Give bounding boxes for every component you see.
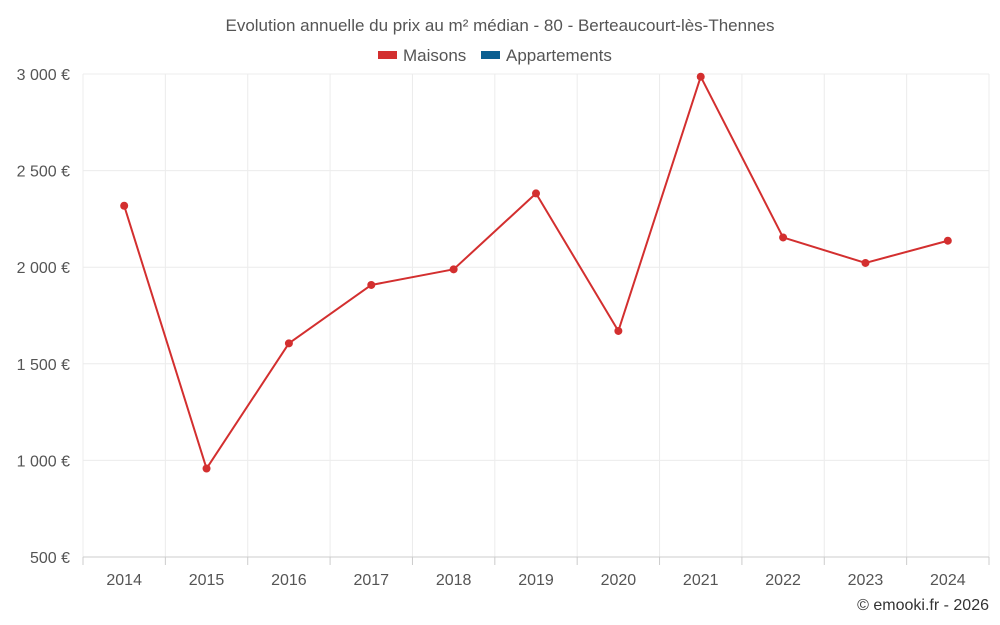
x-axis-ticks: 2014 2015 2016 2017 2018 2019 2020 2021 2022 2023… [106, 572, 965, 589]
chart-title: Evolution annuelle du prix au m² médian … [225, 16, 774, 35]
y-tick-label: 2 000 € [17, 260, 70, 277]
y-tick-label: 2 500 € [17, 164, 70, 181]
legend-label-appartements: Appartements [506, 46, 612, 65]
x-tick-label: 2019 [518, 572, 554, 589]
x-tick-label: 2024 [930, 572, 966, 589]
x-tick-label: 2016 [271, 572, 307, 589]
y-tick-label: 1 000 € [17, 453, 70, 470]
y-axis-ticks: 500 € 1 000 € 1 500 € 2 000 € 2 500 € 3 000 € [17, 67, 70, 567]
legend-item-appartements[interactable]: Appartements [481, 46, 612, 65]
data-point-maisons[interactable] [284, 339, 293, 348]
legend: Maisons Appartements [378, 46, 612, 65]
x-tick-label: 2014 [106, 572, 142, 589]
data-point-maisons[interactable] [367, 280, 376, 289]
x-tick-label: 2015 [189, 572, 225, 589]
x-tick-label: 2020 [601, 572, 637, 589]
x-tick-label: 2017 [353, 572, 389, 589]
data-point-maisons[interactable] [779, 233, 788, 242]
y-tick-label: 1 500 € [17, 357, 70, 374]
axes [82, 556, 990, 565]
legend-label-maisons: Maisons [403, 46, 466, 65]
legend-swatch-appartements [481, 51, 500, 59]
legend-swatch-maisons [378, 51, 397, 59]
data-point-maisons[interactable] [614, 326, 623, 335]
y-tick-label: 3 000 € [17, 67, 70, 84]
legend-item-maisons[interactable]: Maisons [378, 46, 466, 65]
series [120, 72, 952, 473]
data-point-maisons[interactable] [861, 258, 870, 267]
data-point-maisons[interactable] [696, 72, 705, 81]
x-tick-label: 2021 [683, 572, 719, 589]
x-tick-label: 2018 [436, 572, 472, 589]
credit-text: © emooki.fr - 2026 [857, 597, 989, 614]
data-point-maisons[interactable] [532, 189, 540, 198]
gridlines [82, 73, 990, 557]
x-tick-label: 2023 [848, 572, 884, 589]
data-point-maisons[interactable] [943, 236, 952, 245]
y-tick-label: 500 € [30, 550, 70, 567]
data-point-maisons[interactable] [120, 201, 129, 210]
data-point-maisons[interactable] [202, 464, 211, 473]
x-tick-label: 2022 [765, 572, 801, 589]
data-point-maisons[interactable] [449, 265, 458, 274]
